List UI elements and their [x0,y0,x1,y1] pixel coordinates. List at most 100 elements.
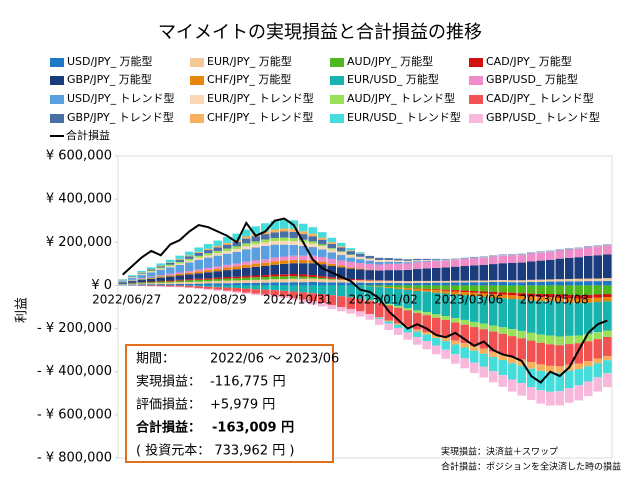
bar-segment [384,321,394,324]
bar-segment [564,285,574,295]
bar-segment [583,285,593,295]
bar-segment [441,316,451,320]
bar-segment [393,270,403,281]
bar-segment [251,244,261,248]
legend-swatch [190,95,204,104]
bar-segment [545,294,555,298]
bar-segment [317,261,327,265]
summary-value: -116,775 円 [210,375,286,390]
bar-segment [270,264,280,275]
bar-segment [593,358,603,364]
bar-segment [460,347,470,359]
bar-segment [574,363,584,370]
bar-segment [298,255,308,260]
x-tick-label: 2022/10/31 [263,293,332,307]
bar-segment [317,239,327,245]
bar-segment [241,238,251,244]
bar-segment [555,258,565,280]
bar-segment [213,247,223,251]
bar-segment [374,270,384,281]
legend-label: EUR/JPY_ 万能型 [207,54,292,68]
bar-segment [574,303,584,336]
bar-segment [507,285,517,293]
bar-segment [137,273,147,275]
bar-segment [431,345,441,355]
bar-segment [194,251,204,253]
bar-segment [469,282,479,286]
bar-segment [450,266,460,281]
bar-segment [422,282,432,286]
bar-segment [479,264,489,281]
bar-segment [260,259,270,263]
bar-segment [393,288,403,307]
bar-segment [488,325,498,332]
bar-segment [393,307,403,324]
bar-segment [403,332,413,340]
total-line [122,217,608,384]
bar-segment [365,280,375,283]
bar-segment [232,285,242,289]
bar-segment [355,298,365,312]
bar-segment [317,237,327,240]
bar-segment [241,280,251,283]
bar-segment [127,277,137,280]
bar-segment [564,335,574,345]
bar-segment [336,307,346,312]
bar-segment [165,284,175,286]
bar-segment [545,365,555,373]
bar-segment [194,278,204,280]
bar-segment [374,282,384,286]
bar-segment [222,244,232,249]
bar-segment [175,259,185,262]
bar-segment [355,285,365,299]
bar-segment [555,345,565,367]
bar-segment [346,251,356,255]
bar-segment [317,264,327,277]
bar-segment [308,247,318,256]
bar-segment [156,267,166,269]
bar-segment [232,246,242,249]
bar-segment [374,264,384,271]
bar-segment [289,297,299,301]
bar-segment [469,280,479,283]
summary-label: 期間： [136,352,175,367]
bar-segment [146,269,156,271]
bar-segment [156,282,166,285]
bar-segment [327,249,337,253]
bar-segment [222,283,232,286]
bar-segment [251,247,261,261]
bar-segment [583,298,593,303]
bar-segment [517,295,527,300]
bar-segment [545,251,555,260]
bar-segment [336,265,346,268]
bar-segment [203,279,213,282]
bar-segment [327,243,337,249]
bar-segment [479,285,489,292]
bar-segment [412,336,422,345]
bar-segment [488,264,498,281]
bar-segment [602,294,612,298]
bar-segment [403,310,413,327]
bar-segment [203,267,213,271]
bar-segment [602,297,612,302]
bar-segment [602,254,612,279]
bar-segment [479,282,489,286]
bar-segment [175,263,185,265]
bar-segment [431,267,441,281]
bar-segment [469,285,479,292]
legend-label: CHF/JPY_ トレンド型 [207,110,313,124]
bar-segment [441,260,451,268]
bar-segment [384,304,394,306]
summary-label: 評価損益： [136,398,201,413]
bar-segment [165,276,175,281]
bar-segment [498,280,508,282]
bar-segment [574,295,584,299]
bar-segment [203,257,213,268]
bar-segment [146,272,156,277]
bar-segment [450,340,460,345]
bar-segment [374,259,384,262]
bar-segment [441,282,451,286]
bar-segment [308,227,318,234]
bar-segment [232,248,242,252]
bar-segment [384,323,394,331]
